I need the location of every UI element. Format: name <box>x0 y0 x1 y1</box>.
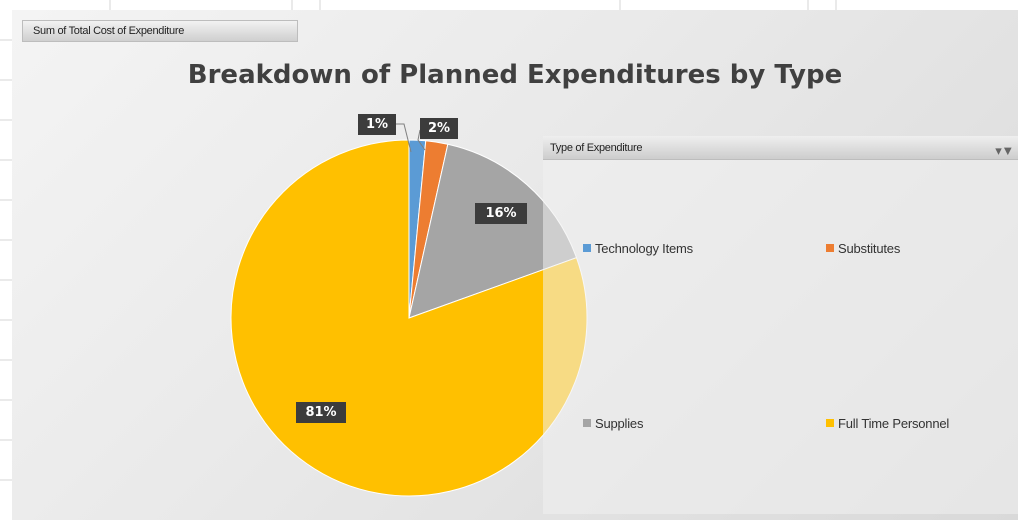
leader-line-substitutes <box>417 129 426 151</box>
filter-icon[interactable]: ▾▼ <box>995 143 1014 158</box>
legend-swatch <box>826 244 834 252</box>
data-label-technology-items: 1% <box>358 114 396 135</box>
legend-item-substitutes[interactable]: Substitutes <box>826 241 900 256</box>
legend-panel: Type of Expenditure ▾▼ Technology Items … <box>543 136 1018 514</box>
legend-swatch <box>826 419 834 427</box>
data-label-full-time-personnel: 81% <box>296 402 346 423</box>
chart-title: Breakdown of Planned Expenditures by Typ… <box>187 60 843 90</box>
legend-field-label: Type of Expenditure <box>550 142 643 154</box>
legend-swatch <box>583 419 591 427</box>
legend-item-full-time-personnel[interactable]: Full Time Personnel <box>826 416 949 431</box>
legend-field-button[interactable]: Type of Expenditure ▾▼ <box>543 136 1018 160</box>
leader-line-technology-items <box>396 123 412 153</box>
legend-swatch <box>583 244 591 252</box>
legend-item-supplies[interactable]: Supplies <box>583 416 643 431</box>
value-field-button[interactable]: Sum of Total Cost of Expenditure <box>22 20 298 42</box>
legend-item-technology-items[interactable]: Technology Items <box>583 241 693 256</box>
data-label-substitutes: 2% <box>420 118 458 139</box>
data-label-supplies: 16% <box>475 203 527 224</box>
